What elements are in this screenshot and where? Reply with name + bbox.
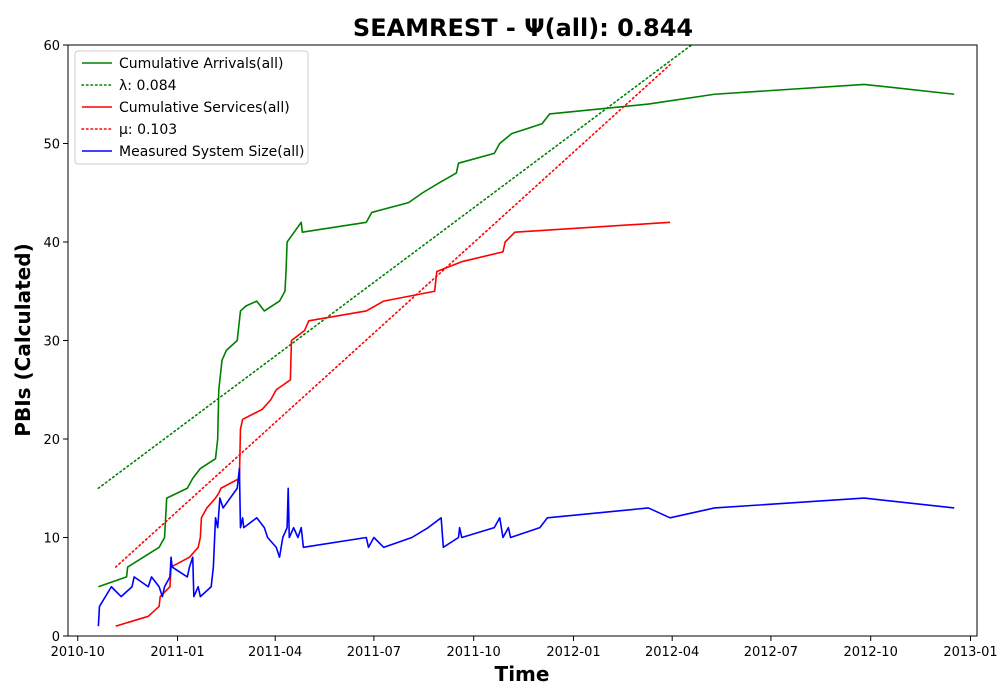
y-tick-label: 60 (43, 39, 60, 54)
x-tick-label: 2012-04 (645, 645, 699, 660)
x-tick-label: 2011-04 (248, 645, 302, 660)
series-line-2 (115, 221, 671, 627)
y-tick-label: 40 (43, 236, 60, 251)
legend-label-2: Cumulative Services(all) (119, 100, 290, 116)
x-tick-label: 2011-01 (150, 645, 204, 660)
y-tick-label: 30 (43, 335, 60, 350)
y-tick-label: 20 (43, 433, 60, 448)
plot-frame (67, 44, 978, 637)
x-tick-label: 2011-10 (447, 645, 501, 660)
series-line-1 (97, 45, 693, 490)
y-axis-title: PBIs (Calculated) (11, 243, 35, 436)
x-tick-label: 2010-10 (51, 645, 105, 660)
legend: Cumulative Arrivals(all) λ: 0.084 Cumulati… (74, 50, 309, 165)
legend-box (74, 50, 309, 165)
x-axis-title: Time (495, 662, 550, 686)
series-line-0 (98, 83, 955, 588)
y-tick-label: 50 (43, 138, 60, 153)
y-tick-label: 0 (52, 630, 60, 645)
chart-title: SEAMREST - Ψ(all): 0.844 (353, 14, 693, 42)
legend-label-3: μ: 0.103 (119, 122, 177, 138)
x-tick-label: 2013-01 (943, 645, 997, 660)
x-tick-label: 2011-07 (347, 645, 401, 660)
y-axis-ticks: 0 10 20 30 40 50 60 (43, 39, 68, 645)
legend-label-1: λ: 0.084 (119, 78, 177, 94)
legend-label-0: Cumulative Arrivals(all) (119, 56, 283, 72)
x-tick-label: 2012-07 (744, 645, 798, 660)
plot-series (97, 45, 955, 627)
y-tick-label: 10 (43, 532, 60, 547)
legend-label-4: Measured System Size(all) (119, 144, 305, 160)
x-tick-label: 2012-10 (844, 645, 898, 660)
series-line-3 (114, 63, 671, 568)
x-axis-ticks: 2010-10 2011-01 2011-04 2011-07 2011-10 2012-… (51, 636, 998, 660)
series-line-4 (97, 467, 955, 627)
x-tick-label: 2012-01 (546, 645, 600, 660)
